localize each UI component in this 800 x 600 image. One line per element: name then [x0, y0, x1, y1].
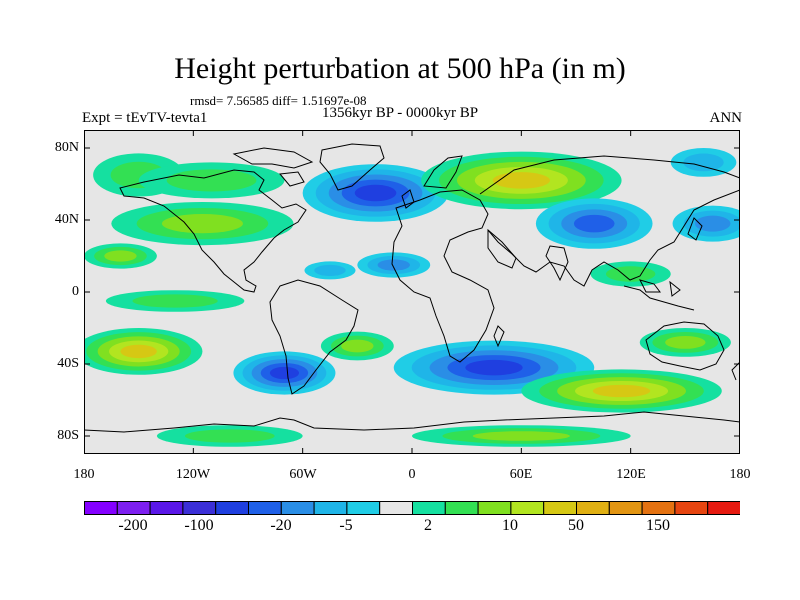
coastline-scandinavia	[423, 155, 463, 189]
anomaly-contour	[161, 214, 243, 234]
colorbar-swatch	[576, 501, 610, 515]
colorbar	[84, 501, 740, 515]
lon-label-0: 0	[408, 467, 416, 482]
anomaly-contour	[166, 169, 257, 192]
coastlines	[84, 143, 740, 433]
colorbar-swatch	[313, 501, 348, 515]
lat-label-0: 0	[72, 284, 79, 299]
lat-label-80s: 80S	[57, 428, 79, 443]
colorbar-swatch	[84, 501, 118, 515]
anomaly-contour	[120, 344, 157, 359]
colorbar-swatch	[182, 501, 217, 515]
map-svg	[84, 130, 740, 454]
colorbar-label: -5	[339, 517, 353, 534]
coastline-japan	[687, 217, 703, 241]
map-ticks	[84, 130, 740, 454]
lat-label-80n: 80N	[54, 140, 79, 155]
coastline-asia	[479, 155, 740, 287]
colorbar-swatch	[248, 501, 282, 515]
experiment-label: Expt = tEvTV-tevta1	[82, 110, 208, 126]
coastline-australia	[645, 321, 725, 371]
colorbar-label: 150	[646, 517, 670, 534]
anomaly-contour	[377, 259, 410, 271]
colorbar-swatch	[149, 501, 184, 515]
anomaly-contour	[184, 429, 275, 443]
anomaly-contour	[104, 250, 137, 262]
anomaly-contour	[472, 431, 570, 441]
colorbar-label: 50	[568, 517, 584, 534]
colorbar-swatch	[379, 501, 414, 515]
coastline-new-zealand	[731, 361, 740, 381]
colorbar-swatch	[215, 501, 249, 515]
lon-label-60e: 60E	[509, 467, 533, 482]
colorbar-swatch	[707, 501, 740, 515]
lon-label-180e: 180	[729, 467, 751, 482]
anomaly-contour	[465, 359, 523, 376]
season-label: ANN	[709, 110, 743, 126]
period-label: 1356kyr BP - 0000kyr BP	[322, 105, 479, 121]
anomaly-contour	[269, 366, 300, 380]
coastline-maritime-asia	[623, 279, 695, 311]
anomaly-contour	[314, 264, 346, 276]
coastline-arabia	[487, 228, 517, 269]
colorbar-swatch	[477, 501, 512, 515]
coastline-india	[545, 245, 569, 282]
lon-label-60w: 60W	[289, 467, 317, 482]
colorbar-swatch	[510, 501, 545, 515]
lon-label-120w: 120W	[175, 467, 211, 482]
anomaly-contour	[573, 214, 615, 233]
anomaly-contour	[592, 384, 651, 398]
colorbar-label: -100	[184, 517, 214, 534]
coastline-north-america	[119, 169, 307, 293]
colorbar-swatch	[412, 501, 446, 515]
colorbar-label: 10	[502, 517, 518, 534]
colorbar-label: -20	[270, 517, 292, 534]
coastline-south-america	[269, 279, 359, 395]
anomaly-contour	[665, 336, 706, 349]
anomaly-contour	[492, 172, 550, 189]
lon-label-120e: 120E	[616, 467, 646, 482]
plot-title: Height perturbation at 500 hPa (in m)	[174, 52, 626, 85]
coastline-africa-europe	[391, 189, 495, 363]
coastline-antarctica	[84, 411, 740, 433]
lat-label-40n: 40N	[54, 212, 79, 227]
colorbar-swatch	[674, 501, 709, 515]
colorbar-swatch	[641, 501, 676, 515]
colorbar-swatch	[543, 501, 578, 515]
colorbar-swatch	[346, 501, 381, 515]
coastline-arctic-islands	[232, 147, 314, 187]
anomaly-contour	[683, 153, 724, 172]
lat-label-40s: 40S	[57, 356, 79, 371]
anomaly-contour	[132, 294, 218, 308]
colorbar-swatch	[116, 501, 151, 515]
stats-line: rmsd= 7.56585 diff= 1.51697e-08	[190, 93, 367, 108]
colorbar-swatch	[280, 501, 315, 515]
colorbar-label: -200	[118, 517, 148, 534]
colorbar-label: 2	[424, 517, 432, 534]
anomaly-contour	[354, 184, 397, 202]
anomaly-contour	[694, 215, 731, 232]
coastline-madagascar	[493, 325, 505, 348]
anomaly-contour	[341, 339, 374, 353]
lon-label-180w: 180	[73, 467, 95, 482]
map-panel	[84, 130, 740, 454]
coastline-british-isles	[401, 189, 415, 209]
colorbar-swatch	[608, 501, 643, 515]
colorbar-swatch	[444, 501, 479, 515]
coastline-greenland	[319, 143, 385, 191]
